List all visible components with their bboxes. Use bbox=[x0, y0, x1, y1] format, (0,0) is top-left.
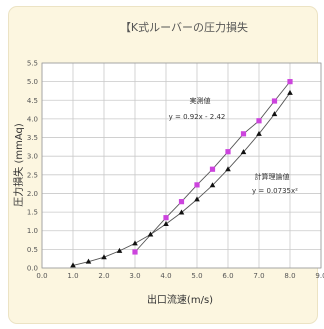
triangle-point bbox=[287, 89, 293, 95]
triangle-point bbox=[132, 240, 138, 246]
y-tick-label: 1.0 bbox=[27, 227, 38, 235]
plot-frame bbox=[41, 62, 322, 269]
triangle-point bbox=[209, 182, 216, 188]
triangle-point bbox=[116, 247, 123, 253]
trendline-measured bbox=[134, 81, 291, 253]
square-point bbox=[271, 98, 278, 104]
y-tick-label: 3.5 bbox=[27, 134, 38, 142]
x-tick-label: 5.0 bbox=[191, 272, 202, 280]
triangle-point bbox=[85, 258, 92, 264]
y-tick-label: 1.5 bbox=[27, 209, 38, 217]
triangle-point bbox=[240, 149, 247, 155]
x-tick-label: 1.0 bbox=[67, 272, 78, 280]
square-point bbox=[287, 79, 293, 85]
y-tick-label: 4.0 bbox=[27, 115, 38, 123]
annotation-measured-label: 実測値 bbox=[190, 96, 211, 105]
triangle-point bbox=[271, 111, 278, 117]
y-axis-label: 圧力損失 (mmAq) bbox=[12, 123, 25, 207]
y-tick-label: 5.5 bbox=[27, 60, 38, 68]
y-tick-label: 5.0 bbox=[27, 78, 38, 86]
y-tick-label: 3.0 bbox=[27, 153, 38, 161]
y-tick-label: 0.0 bbox=[27, 265, 38, 273]
x-tick-label: 6.0 bbox=[222, 272, 233, 280]
square-point bbox=[225, 149, 231, 155]
square-point bbox=[209, 166, 216, 172]
x-tick-label: 4.0 bbox=[160, 272, 171, 280]
annotation-measured-equation: y = 0.92x - 2.42 bbox=[169, 113, 226, 121]
x-tick-label: 3.0 bbox=[129, 272, 140, 280]
triangle-point bbox=[163, 221, 169, 227]
x-tick-labels: 0.0 1.0 2.0 3.0 4.0 5.0 6.0 7.0 8.0 9.0 bbox=[36, 272, 324, 280]
chart-title: 【K式ルーバーの圧力損失 bbox=[120, 20, 248, 34]
triangle-point bbox=[147, 231, 154, 237]
square-point bbox=[132, 249, 138, 255]
y-tick-label: 4.5 bbox=[27, 97, 38, 105]
marks bbox=[70, 79, 293, 268]
triangle-point bbox=[194, 196, 200, 202]
x-tick-label: 8.0 bbox=[284, 272, 295, 280]
y-tick-labels: 0.0 0.5 1.0 1.5 2.0 2.5 3.0 3.5 4.0 4.5 5.0 5.5 bbox=[27, 60, 38, 273]
triangle-point bbox=[70, 262, 76, 268]
annotations: 実測値 y = 0.92x - 2.42 計算理論値 y = 0.0735x² bbox=[169, 96, 299, 195]
annotation-theory-equation: y = 0.0735x² bbox=[252, 187, 298, 195]
triangle-point bbox=[178, 209, 185, 215]
grid bbox=[41, 62, 322, 269]
triangle-point bbox=[256, 130, 262, 136]
y-tick-label: 2.0 bbox=[27, 190, 38, 198]
x-axis-label: 出口流速(m/s) bbox=[147, 293, 213, 306]
y-tick-label: 2.5 bbox=[27, 171, 38, 179]
y-tick-label: 0.5 bbox=[27, 246, 38, 254]
x-tick-label: 7.0 bbox=[253, 272, 264, 280]
square-point bbox=[163, 215, 169, 221]
square-point bbox=[256, 118, 262, 124]
x-tick-label: 0.0 bbox=[36, 272, 47, 280]
square-point bbox=[194, 182, 200, 188]
triangle-point bbox=[101, 254, 107, 260]
annotation-theory-label: 計算理論値 bbox=[255, 172, 290, 181]
plot-area bbox=[42, 63, 321, 268]
square-point bbox=[240, 131, 247, 137]
triangle-point bbox=[225, 166, 231, 172]
square-point bbox=[178, 199, 185, 205]
x-tick-label: 2.0 bbox=[98, 272, 109, 280]
x-tick-label: 9.0 bbox=[315, 272, 324, 280]
